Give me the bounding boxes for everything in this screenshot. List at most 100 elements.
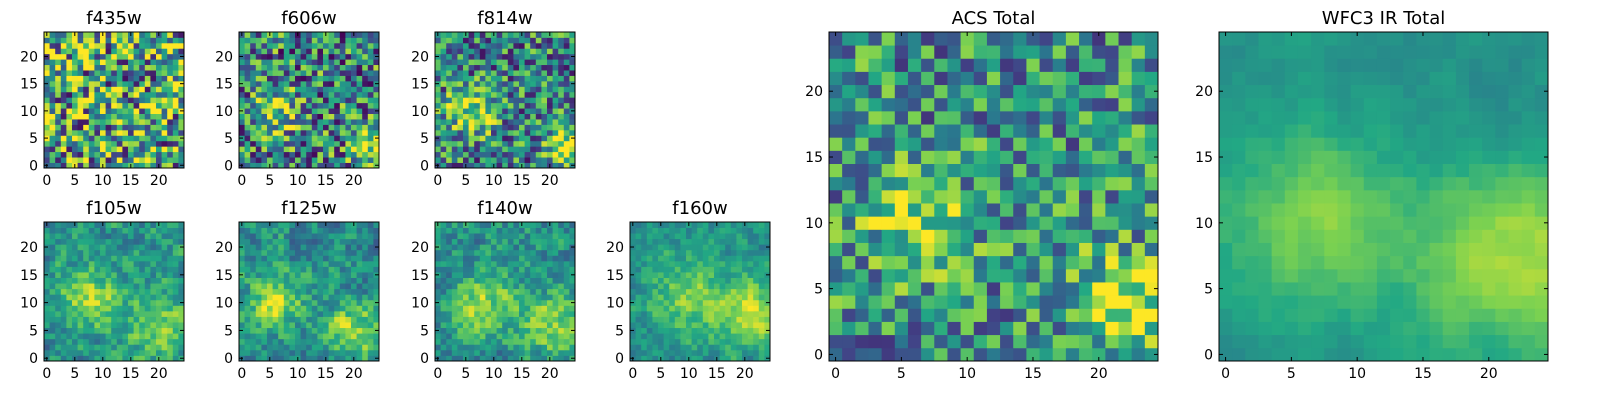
- heatmap-cell: [83, 59, 90, 66]
- heatmap-cell: [244, 119, 251, 125]
- heatmap-cell: [474, 113, 481, 120]
- heatmap-cell: [111, 162, 118, 169]
- heatmap-cell: [66, 97, 73, 104]
- heatmap-cell: [44, 283, 50, 290]
- heatmap-cell: [128, 124, 134, 131]
- heatmap-cell: [295, 294, 301, 301]
- heatmap-cell: [60, 294, 67, 301]
- heatmap-cell: [133, 327, 140, 334]
- heatmap-cell: [144, 299, 151, 306]
- heatmap-cell: [563, 288, 570, 295]
- heatmap-cell: [60, 277, 67, 284]
- heatmap-cell: [88, 260, 95, 267]
- heatmap-cell: [172, 91, 179, 98]
- heatmap-cell: [1052, 216, 1067, 230]
- heatmap-cell: [250, 277, 257, 284]
- heatmap-cell: [244, 238, 251, 245]
- heatmap-cell: [367, 162, 374, 169]
- heatmap-cell: [306, 266, 313, 273]
- heatmap-cell: [485, 97, 492, 104]
- heatmap-cell: [547, 53, 553, 60]
- heatmap-cell: [691, 333, 698, 340]
- heatmap-cell: [547, 288, 553, 295]
- heatmap-cell: [1118, 176, 1133, 191]
- heatmap-cell: [72, 124, 78, 131]
- heatmap-cell: [323, 238, 329, 245]
- heatmap-cell: [362, 157, 369, 163]
- heatmap-cell: [283, 266, 290, 273]
- heatmap-cell: [161, 299, 168, 306]
- heatmap-cell: [829, 150, 843, 164]
- heatmap-cell: [77, 322, 84, 329]
- heatmap-cell: [569, 277, 576, 284]
- heatmap-cell: [894, 308, 909, 322]
- heatmap-cell: [552, 48, 559, 55]
- heatmap-cell: [491, 294, 497, 301]
- heatmap-cell: [435, 255, 441, 262]
- heatmap-cell: [167, 86, 174, 93]
- heatmap-cell: [77, 233, 84, 240]
- heatmap-cell: [663, 294, 670, 301]
- heatmap-cell: [686, 344, 692, 351]
- heatmap-cell: [702, 305, 709, 312]
- heatmap-cell: [144, 91, 151, 98]
- heatmap-cell: [306, 70, 313, 76]
- heatmap-cell: [328, 260, 335, 267]
- heatmap-cell: [272, 53, 279, 60]
- heatmap-cell: [1144, 295, 1159, 309]
- heatmap-cell: [373, 64, 380, 71]
- heatmap-cell: [502, 255, 509, 262]
- heatmap-cell: [111, 316, 118, 323]
- heatmap-cell: [513, 355, 520, 362]
- heatmap-cell: [122, 86, 129, 93]
- heatmap-cell: [178, 249, 185, 256]
- heatmap-cell: [524, 32, 531, 38]
- heatmap-cell: [255, 48, 262, 55]
- heatmap-cell: [172, 151, 179, 158]
- heatmap-cell: [172, 283, 179, 290]
- heatmap-cell: [496, 233, 503, 240]
- heatmap-cell: [868, 308, 883, 322]
- heatmap-cell: [552, 222, 559, 228]
- heatmap-cell: [725, 333, 732, 340]
- heatmap-cell: [513, 102, 520, 109]
- heatmap-cell: [474, 349, 481, 356]
- heatmap-cell: [535, 86, 542, 93]
- heatmap-cell: [491, 277, 497, 284]
- heatmap-cell: [764, 310, 771, 317]
- heatmap-cell: [105, 37, 112, 44]
- heatmap-cell: [435, 113, 441, 120]
- heatmap-cell: [339, 266, 346, 273]
- heatmap-cell: [714, 344, 720, 351]
- heatmap-cell: [150, 70, 157, 76]
- heatmap-cell: [524, 272, 531, 278]
- heatmap-cell: [747, 233, 754, 240]
- heatmap-cell: [334, 344, 341, 351]
- heatmap-cell: [144, 129, 151, 136]
- heatmap-cell: [178, 338, 185, 345]
- heatmap-cell: [440, 119, 447, 125]
- heatmap-cell: [172, 59, 179, 66]
- heatmap-cell: [66, 32, 73, 38]
- heatmap-cell: [513, 238, 520, 245]
- heatmap-cell: [1039, 295, 1054, 309]
- heatmap-cell: [1013, 242, 1027, 257]
- heatmap-cell: [730, 316, 737, 323]
- heatmap-cell: [60, 140, 67, 147]
- heatmap-cell: [250, 310, 257, 317]
- heatmap-cell: [658, 316, 664, 323]
- heatmap-cell: [60, 129, 67, 136]
- heatmap-cell: [339, 59, 346, 66]
- heatmap-cell: [345, 91, 352, 98]
- heatmap-cell: [356, 333, 363, 340]
- heatmap-cell: [100, 102, 106, 109]
- heatmap-cell: [547, 113, 553, 120]
- heatmap-cell: [83, 124, 90, 131]
- heatmap-cell: [250, 238, 257, 245]
- heatmap-cell: [339, 222, 346, 228]
- heatmap-cell: [178, 32, 185, 38]
- heatmap-cell: [116, 349, 123, 356]
- heatmap-cell: [128, 305, 134, 312]
- heatmap-cell: [1105, 268, 1119, 283]
- heatmap-cell: [479, 233, 486, 240]
